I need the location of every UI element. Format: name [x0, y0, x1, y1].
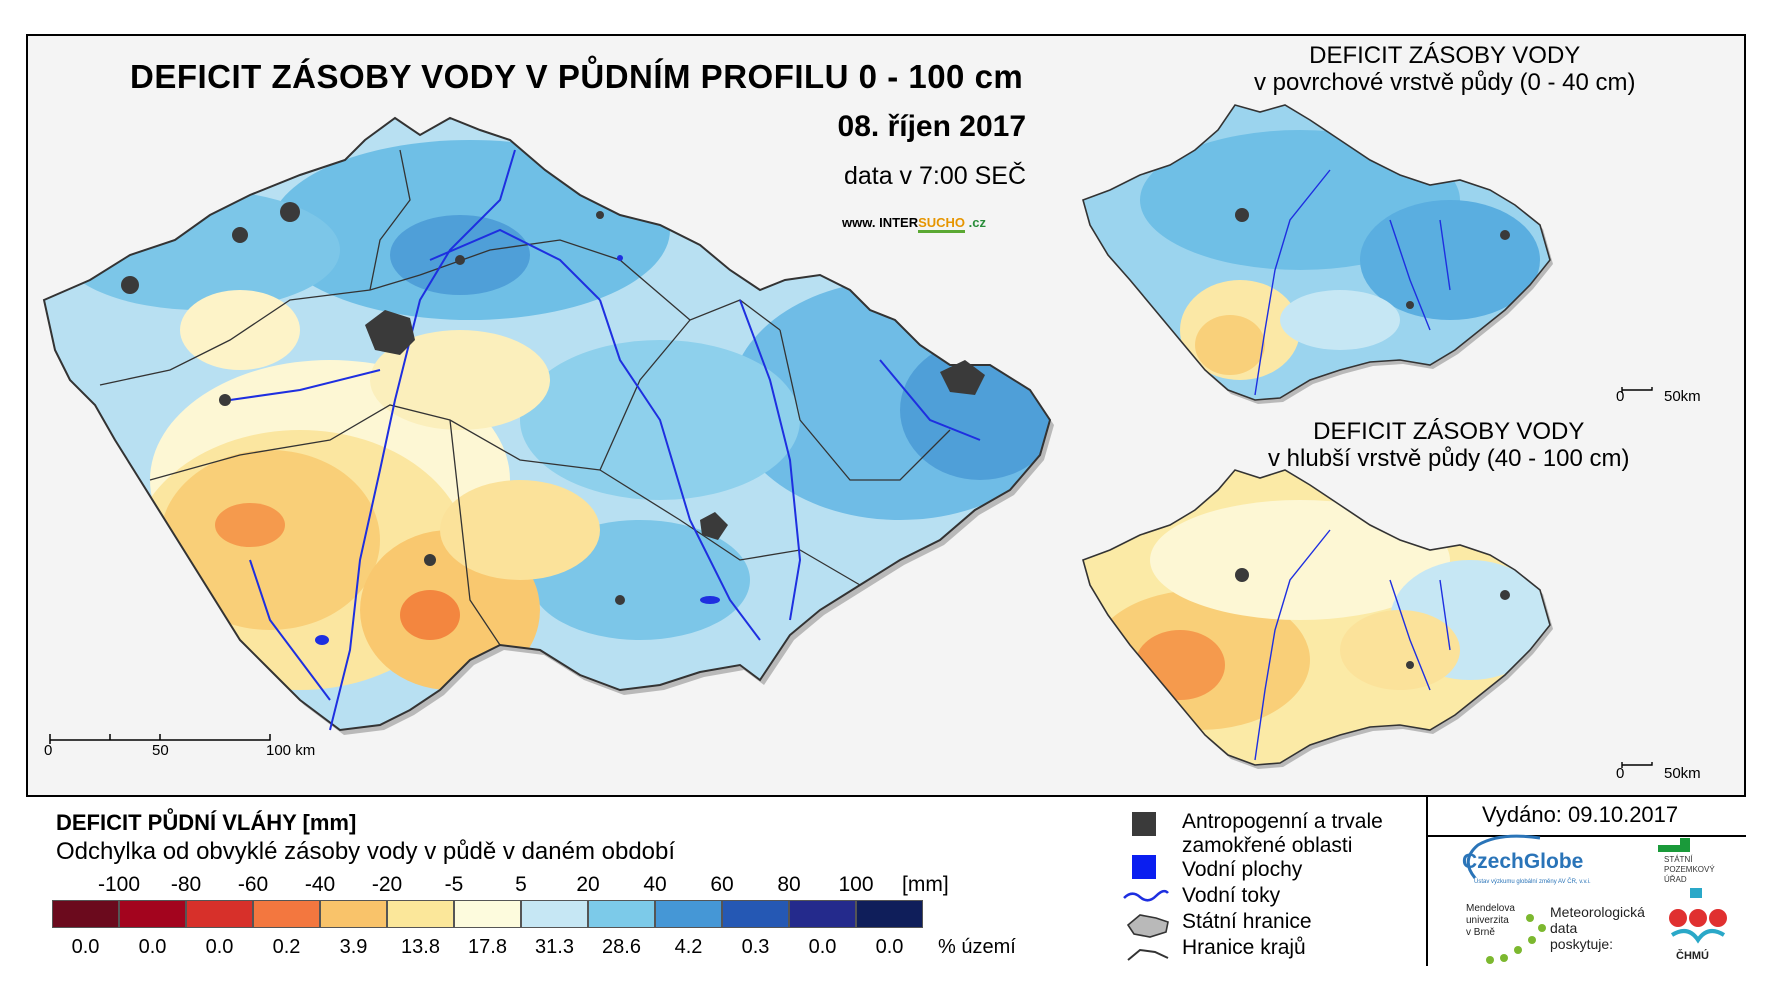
inset-top-title-line2: v povrchové vrstvě půdy (0 - 40 cm)	[1254, 69, 1636, 96]
legend-color-class	[387, 900, 454, 928]
legend-percent: 3.9	[339, 936, 368, 958]
legend-percent: 0.0	[138, 936, 167, 958]
legend-color-class	[186, 900, 253, 928]
inset-bottom-title-line1: DEFICIT ZÁSOBY VODY	[1313, 418, 1585, 445]
spu-logo: STÁTNÍ POZEMKOVÝ ÚŘAD	[1664, 855, 1715, 885]
inset-top-title-line1: DEFICIT ZÁSOBY VODY	[1309, 42, 1581, 69]
legend-tick: 80	[777, 873, 801, 896]
legend-unit: [mm]	[902, 873, 949, 896]
czechglobe-subtitle: Ústav výzkumu globální změny AV ČR, v.v.…	[1474, 879, 1591, 885]
legend-tick: 20	[576, 873, 600, 896]
main-scale-bar	[49, 734, 271, 744]
legend-percent: 0.0	[875, 936, 904, 958]
legend-color-class	[454, 900, 521, 928]
inset-top-map	[1082, 104, 1653, 404]
spu-logo-line2: POZEMKOVÝ	[1664, 865, 1715, 874]
legend-subtitle: Odchylka od obvyklé zásoby vody v půdě v…	[56, 838, 676, 865]
legend-tick: -5	[444, 873, 464, 896]
symbol-region-border: Hranice krajů	[1182, 936, 1306, 959]
inset-bottom-scale-0: 0	[1616, 765, 1625, 782]
legend-percent-unit: % území	[938, 936, 1016, 958]
legend-color-class	[52, 900, 119, 928]
main-map-rivers	[229, 149, 981, 731]
spu-logo-line1: STÁTNÍ	[1664, 855, 1693, 864]
legend-tick: -80	[170, 873, 202, 896]
inset-top-title: DEFICIT ZÁSOBY VODY v povrchové vrstvě p…	[1254, 42, 1635, 96]
legend-tick: -20	[371, 873, 403, 896]
met-data-provider: Meteorologická data poskytuje:	[1550, 904, 1645, 952]
main-title: DEFICIT ZÁSOBY VODY V PŮDNÍM PROFILU 0 -…	[130, 58, 1024, 95]
website-prefix: www. INTER	[842, 215, 919, 230]
legend-percent: 17.8	[468, 936, 507, 958]
inset-bottom-title: DEFICIT ZÁSOBY VODY v hlubší vrstvě půdy…	[1268, 418, 1629, 472]
met-line2: data	[1550, 920, 1578, 936]
legend-color-class	[588, 900, 655, 928]
map-date: 08. říjen 2017	[837, 110, 1026, 143]
legend-percent: 0.2	[272, 936, 301, 958]
legend-color-class	[521, 900, 588, 928]
legend-color-class	[722, 900, 789, 928]
legend-color-class	[856, 900, 923, 928]
met-line1: Meteorologická	[1550, 904, 1645, 920]
legend-percent: 4.2	[674, 936, 703, 958]
legend-tick: 100	[838, 873, 874, 896]
legend-tick: -100	[97, 873, 141, 896]
website-highlight: SUCHO	[918, 215, 966, 233]
legend-percent: 13.8	[401, 936, 440, 958]
czechglobe-logo: CzechGlobe	[1462, 850, 1584, 873]
legend-color-class	[253, 900, 320, 928]
main-map-shape	[42, 116, 1054, 735]
spu-logo-line3: ÚŘAD	[1664, 875, 1687, 884]
mendelu-line3: v Brně	[1466, 927, 1495, 938]
inset-top-scale-0: 0	[1616, 388, 1625, 405]
legend-color-class	[789, 900, 856, 928]
legend-percent: 0.0	[808, 936, 837, 958]
main-map-region-borders	[99, 149, 951, 646]
legend-tick: -60	[237, 873, 269, 896]
mendelu-line2: univerzita	[1466, 915, 1509, 926]
legend-tick: 5	[515, 873, 527, 896]
legend-percent: 0.0	[205, 936, 234, 958]
symbol-rivers: Vodní toky	[1182, 884, 1281, 907]
website-suffix: .cz	[965, 215, 986, 230]
mendelu-line1: Mendelova	[1466, 903, 1515, 914]
inset-bottom-scale-50: 50km	[1664, 765, 1701, 782]
legend-separator	[1426, 795, 1428, 966]
main-scale-100: 100 km	[266, 742, 316, 759]
legend-tick: 40	[643, 873, 667, 896]
symbol-water-bodies: Vodní plochy	[1182, 858, 1303, 881]
legend-percent: 31.3	[535, 936, 574, 958]
met-line3: poskytuje:	[1550, 936, 1614, 952]
legend-color-class	[320, 900, 387, 928]
legend-tick: -40	[304, 873, 336, 896]
main-scale-0: 0	[44, 742, 53, 759]
legend-color-class	[655, 900, 722, 928]
inset-bottom-map	[1082, 469, 1653, 769]
legend-percent: 0.3	[741, 936, 770, 958]
legend-title: DEFICIT PŮDNÍ VLÁHY [mm]	[56, 810, 357, 835]
main-map-urban-areas	[121, 202, 985, 605]
inset-bottom-title-line2: v hlubší vrstvě půdy (40 - 100 cm)	[1268, 445, 1630, 472]
legend-color-class	[119, 900, 186, 928]
website-link[interactable]: www. INTERSUCHO .cz	[842, 215, 986, 233]
main-scale-50: 50	[152, 742, 169, 759]
legend-colorbar	[52, 900, 923, 928]
inset-top-scale-50: 50km	[1664, 388, 1701, 405]
issued-separator	[1426, 835, 1746, 837]
chmu-logo: ČHMÚ	[1676, 950, 1709, 962]
symbol-state-border: Státní hranice	[1182, 910, 1312, 933]
legend-tick: 60	[710, 873, 734, 896]
mendelu-logo: Mendelova univerzita v Brně	[1466, 903, 1515, 939]
symbol-anthropogenic-line1: Antropogenní a trvale	[1182, 810, 1383, 833]
legend-panel	[26, 795, 1746, 966]
main-map-water-bodies	[315, 255, 720, 645]
issued-date: Vydáno: 09.10.2017	[1482, 802, 1679, 827]
symbol-anthropogenic-line2: zamokřené oblasti	[1182, 834, 1353, 857]
legend-percent: 0.0	[71, 936, 100, 958]
legend-percent: 28.6	[602, 936, 641, 958]
data-time: data v 7:00 SEČ	[843, 162, 1026, 190]
